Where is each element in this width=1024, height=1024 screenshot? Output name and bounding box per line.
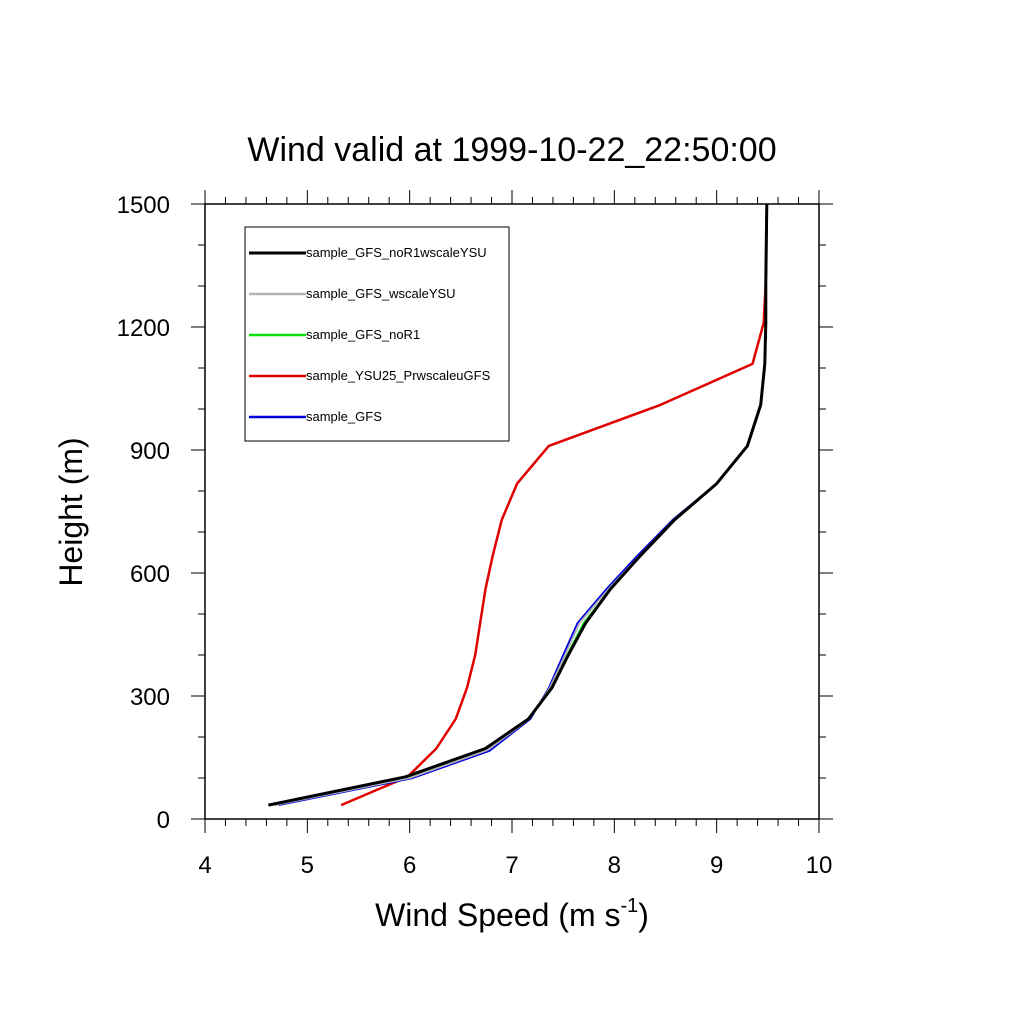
legend: sample_GFS_noR1wscaleYSU sample_GFS_wscal… bbox=[244, 226, 510, 442]
legend-label: sample_GFS bbox=[306, 409, 382, 424]
chart-title: Wind valid at 1999-10-22_22:50:00 bbox=[247, 131, 776, 169]
y-tick-label: 1500 bbox=[117, 192, 170, 219]
x-tick-label: 10 bbox=[806, 852, 833, 879]
series-line-sample_GFS_noR1wscaleYSU bbox=[268, 203, 769, 807]
series-layer bbox=[268, 203, 769, 807]
y-tick-labels: 0 300 600 900 1200 1500 bbox=[117, 192, 170, 834]
y-tick-label: 300 bbox=[130, 684, 170, 711]
x-tick-label: 6 bbox=[403, 852, 416, 879]
x-axis-label-close: ) bbox=[638, 897, 649, 933]
plot-frame bbox=[204, 203, 820, 820]
x-axis-label-exponent: -1 bbox=[620, 895, 638, 917]
series-line-sample_YSU25_PrwscaleuGFS bbox=[340, 203, 769, 807]
x-tick-label: 7 bbox=[505, 852, 518, 879]
x-tick-label: 5 bbox=[301, 852, 314, 879]
x-axis-label-main: Wind Speed (m s bbox=[375, 897, 620, 933]
x-axis-label: Wind Speed (m s-1) bbox=[375, 895, 649, 933]
legend-label: sample_GFS_noR1wscaleYSU bbox=[306, 245, 487, 260]
legend-label: sample_GFS_wscaleYSU bbox=[306, 286, 456, 301]
legend-label: sample_YSU25_PrwscaleuGFS bbox=[306, 368, 491, 383]
legend-label: sample_GFS_noR1 bbox=[306, 327, 420, 342]
x-tick-labels: 4 5 6 7 8 9 10 bbox=[198, 852, 832, 879]
y-tick-label: 0 bbox=[157, 807, 170, 834]
y-tick-label: 600 bbox=[130, 561, 170, 588]
x-tick-label: 4 bbox=[198, 852, 211, 879]
x-tick-label: 8 bbox=[608, 852, 621, 879]
x-tick-label: 9 bbox=[710, 852, 723, 879]
y-axis-label: Height (m) bbox=[53, 437, 89, 586]
y-tick-label: 1200 bbox=[117, 315, 170, 342]
axis-ticks bbox=[191, 190, 833, 833]
y-tick-label: 900 bbox=[130, 438, 170, 465]
